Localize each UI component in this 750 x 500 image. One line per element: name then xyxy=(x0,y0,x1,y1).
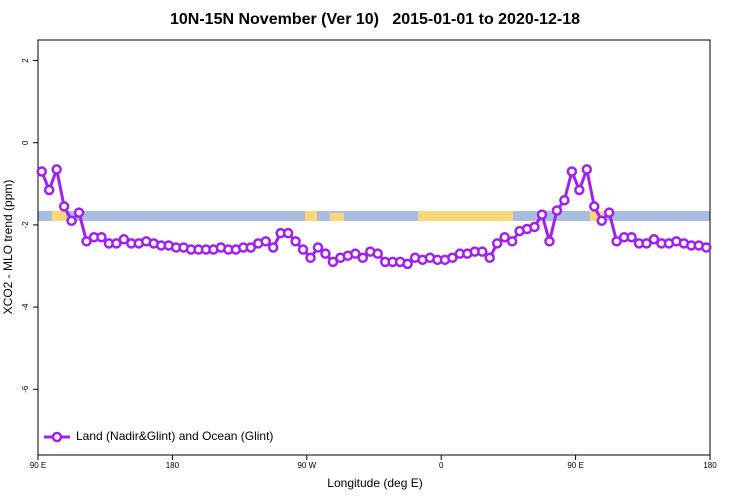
data-point xyxy=(626,231,637,243)
data-point xyxy=(536,209,548,220)
y-tick-label: -2 xyxy=(21,221,30,229)
y-tick-label: 2 xyxy=(21,58,30,63)
data-point xyxy=(701,242,712,253)
data-point xyxy=(477,246,488,257)
land-patch xyxy=(52,211,66,221)
x-tick-label: 180 xyxy=(703,461,717,470)
data-point xyxy=(402,258,413,270)
data-point xyxy=(357,252,369,264)
data-point xyxy=(58,201,70,212)
data-point xyxy=(96,231,107,243)
data-point xyxy=(491,238,503,249)
data-point xyxy=(484,252,495,264)
land-patch xyxy=(305,211,317,221)
land-patch xyxy=(590,211,604,221)
data-point xyxy=(447,252,458,264)
data-point xyxy=(43,184,55,196)
ocean-band xyxy=(38,211,710,221)
data-point xyxy=(611,236,622,247)
data-point xyxy=(282,227,294,239)
data-point xyxy=(544,236,555,247)
data-point xyxy=(603,207,615,218)
data-point xyxy=(290,236,301,247)
data-point xyxy=(559,194,570,206)
data-point xyxy=(581,164,593,175)
data-point xyxy=(327,256,339,268)
data-point xyxy=(111,238,122,249)
data-point xyxy=(118,234,130,245)
data-point xyxy=(73,207,85,218)
y-tick-label: 0 xyxy=(21,140,30,145)
data-point xyxy=(320,248,331,259)
x-tick-label: 0 xyxy=(439,461,444,470)
y-tick-label: -6 xyxy=(21,385,30,393)
data-point xyxy=(506,236,518,247)
x-tick-label: 90 E xyxy=(30,461,46,470)
land-patch xyxy=(418,211,513,221)
y-tick-label: -4 xyxy=(21,303,30,311)
data-point xyxy=(350,248,361,259)
legend-label: Land (Nadir&Glint) and Ocean (Glint) xyxy=(76,429,273,443)
data-point xyxy=(589,201,600,212)
data-point xyxy=(551,205,563,216)
x-tick-label: 90 W xyxy=(297,461,316,470)
legend-marker xyxy=(51,431,63,443)
data-point xyxy=(529,221,540,233)
chart-title: 10N-15N November (Ver 10) 2015-01-01 to … xyxy=(170,11,580,28)
data-point xyxy=(81,236,92,247)
data-point xyxy=(312,242,324,253)
x-axis-label: Longitude (deg E) xyxy=(327,476,422,490)
data-point xyxy=(245,242,257,253)
data-point xyxy=(51,164,62,175)
x-tick-label: 180 xyxy=(166,461,180,470)
data-point xyxy=(267,242,279,253)
data-point xyxy=(566,166,578,177)
data-point xyxy=(66,215,77,227)
data-point xyxy=(574,184,585,196)
data-point xyxy=(596,215,607,227)
data-point xyxy=(499,231,510,243)
data-point xyxy=(648,234,660,245)
data-point xyxy=(305,252,316,264)
data-point xyxy=(297,244,309,255)
land-patch xyxy=(330,213,344,221)
data-point xyxy=(260,236,271,247)
x-tick-label: 90 E xyxy=(567,461,583,470)
y-axis-label: XCO2 - MLO trend (ppm) xyxy=(1,180,15,315)
land-ocean-strip xyxy=(38,211,710,221)
data-point xyxy=(36,166,47,177)
data-point xyxy=(641,238,652,249)
data-point xyxy=(372,248,383,259)
